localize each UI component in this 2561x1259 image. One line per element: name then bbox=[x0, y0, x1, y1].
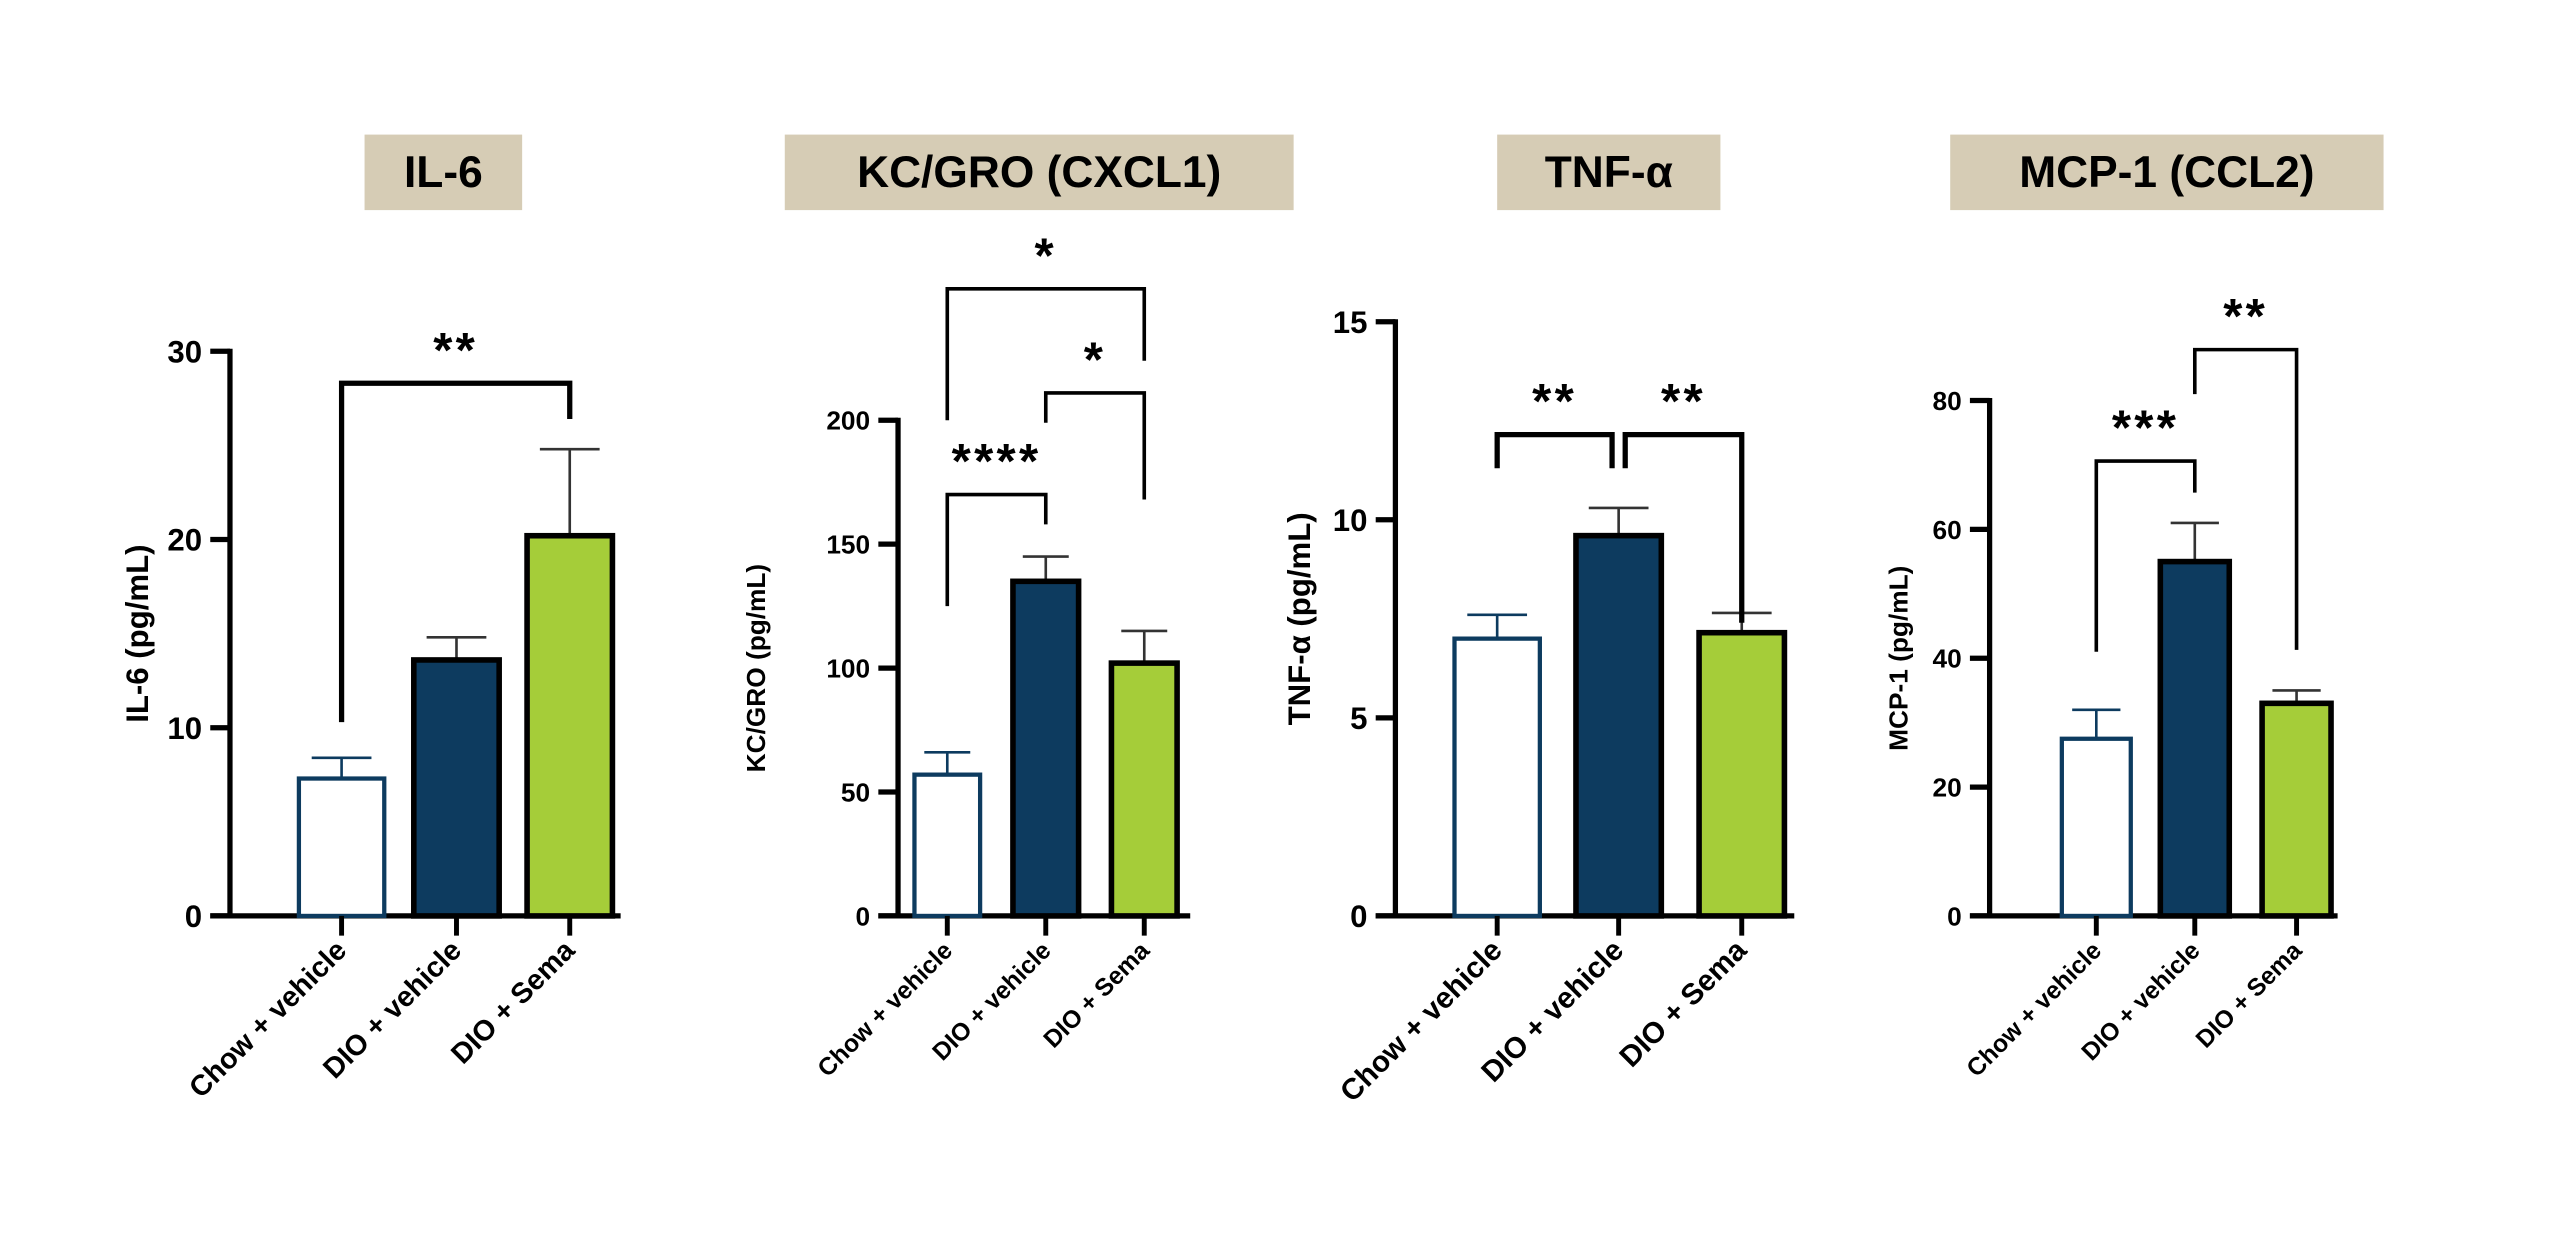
y-tick-label: 60 bbox=[1933, 515, 1962, 545]
significance-label: ** bbox=[2223, 289, 2268, 344]
y-tick-label: 80 bbox=[1933, 386, 1962, 416]
panel-kc-gro-cxcl1: KC/GRO (CXCL1) KC/GRO (pg/mL) 0 50 100 150 200… bbox=[741, 134, 1294, 1082]
y-axis-label: IL-6 (pg/mL) bbox=[120, 544, 155, 722]
title-box bbox=[784, 134, 1294, 211]
x-tick-label: DIO + Sema bbox=[2191, 937, 2308, 1054]
significance-label: ** bbox=[1532, 374, 1577, 429]
significance-label: *** bbox=[2112, 401, 2179, 456]
y-tick-label: 15 bbox=[1333, 305, 1368, 340]
significance-label: ** bbox=[433, 323, 478, 378]
y-tick-label: 20 bbox=[1933, 773, 1962, 803]
bar-dio-vehicle bbox=[2157, 558, 2233, 919]
y-tick-label: 150 bbox=[826, 530, 870, 560]
panel-title: KC/GRO (CXCL1) bbox=[857, 148, 1221, 197]
y-tick-label: 200 bbox=[826, 406, 870, 436]
bar-dio-sema bbox=[524, 532, 616, 919]
panel-title: TNF-α bbox=[1545, 148, 1673, 197]
y-tick-label: 0 bbox=[1947, 901, 1962, 931]
bar-chow-vehicle bbox=[912, 772, 983, 919]
x-tick-label: Chow + vehicle bbox=[1962, 937, 2107, 1082]
x-tick-label: Chow + vehicle bbox=[813, 937, 958, 1082]
bar-dio-sema bbox=[1696, 629, 1788, 919]
y-tick-label: 0 bbox=[185, 899, 202, 934]
significance-bracket bbox=[945, 287, 1147, 421]
bar-dio-sema bbox=[2259, 700, 2334, 919]
y-tick-label: 100 bbox=[826, 654, 870, 684]
panel-title: MCP-1 (CCL2) bbox=[2019, 148, 2314, 197]
significance-label: **** bbox=[952, 434, 1042, 489]
panel-mcp-1-ccl2: MCP-1 (CCL2) MCP-1 (pg/mL) 0 20 40 60 80 Chow +… bbox=[1884, 134, 2384, 1082]
x-tick-label: DIO + Sema bbox=[1613, 933, 1753, 1073]
bar-dio-sema bbox=[1108, 660, 1180, 919]
title-box bbox=[1497, 134, 1721, 211]
bar-dio-vehicle bbox=[1573, 532, 1665, 919]
significance-bracket bbox=[1043, 391, 1147, 500]
y-axis-label: MCP-1 (pg/mL) bbox=[1884, 566, 1914, 751]
significance-label: * bbox=[1084, 333, 1106, 388]
title-box bbox=[1950, 134, 2384, 211]
y-axis-label: TNF-α (pg/mL) bbox=[1282, 512, 1317, 725]
x-tick-label: Chow + vehicle bbox=[183, 934, 353, 1104]
bar-chow-vehicle bbox=[1452, 636, 1542, 919]
significance-bracket bbox=[1494, 431, 1615, 469]
x-tick-label: DIO + Sema bbox=[1039, 937, 1156, 1054]
significance-bracket bbox=[2192, 347, 2299, 650]
significance-label: * bbox=[1035, 228, 1057, 283]
significance-bracket bbox=[338, 380, 573, 723]
bar-chow-vehicle bbox=[296, 776, 387, 919]
significance-label: ** bbox=[1661, 374, 1706, 429]
y-tick-label: 40 bbox=[1933, 644, 1962, 674]
bar-chow-vehicle bbox=[2059, 736, 2133, 919]
significance-bracket bbox=[1622, 431, 1745, 623]
y-tick-label: 10 bbox=[1333, 503, 1368, 538]
significance-bracket bbox=[2094, 459, 2197, 652]
panel-title: IL-6 bbox=[404, 148, 483, 197]
significance-bracket bbox=[945, 492, 1048, 607]
bar-dio-vehicle bbox=[411, 657, 502, 919]
y-tick-label: 50 bbox=[841, 777, 870, 807]
panel-tnf: TNF-α TNF-α (pg/mL) 0 5 10 15 Chow + vehicle DI… bbox=[1282, 134, 1795, 1109]
y-tick-label: 0 bbox=[1350, 899, 1367, 934]
y-tick-label: 0 bbox=[856, 901, 871, 931]
y-tick-label: 30 bbox=[167, 335, 202, 370]
y-axis-label: KC/GRO (pg/mL) bbox=[741, 564, 771, 773]
x-tick-label: Chow + vehicle bbox=[1334, 934, 1509, 1109]
y-tick-label: 10 bbox=[167, 711, 202, 746]
title-box bbox=[364, 134, 523, 211]
y-tick-label: 20 bbox=[167, 523, 202, 558]
bar-dio-vehicle bbox=[1010, 578, 1082, 919]
y-tick-label: 5 bbox=[1350, 701, 1367, 736]
